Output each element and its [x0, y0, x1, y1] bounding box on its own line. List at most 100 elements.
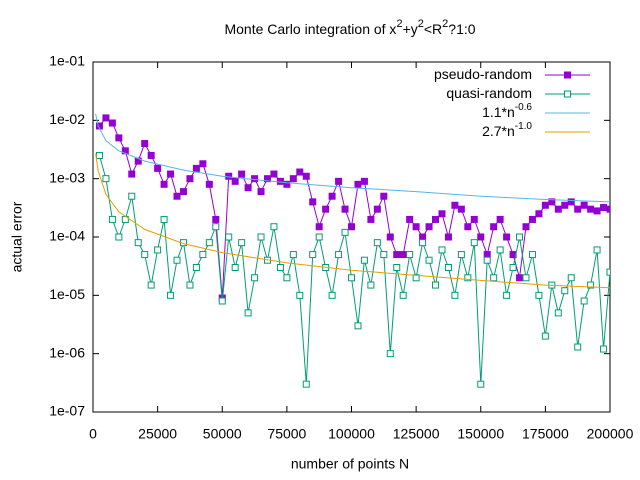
point [173, 192, 181, 200]
point [451, 291, 459, 299]
point [199, 160, 207, 168]
point [606, 268, 610, 276]
point [141, 251, 149, 259]
point [147, 151, 155, 159]
point [509, 264, 517, 272]
legend-label: pseudo-random [434, 66, 532, 82]
point [309, 198, 317, 206]
point [399, 291, 407, 299]
point [283, 274, 291, 282]
point [444, 264, 452, 272]
point [335, 177, 343, 185]
x-tick-label: 150000 [457, 426, 504, 442]
point [192, 164, 200, 172]
x-tick-label: 50000 [203, 426, 242, 442]
point [496, 215, 504, 223]
title-text: <R [424, 21, 442, 37]
point [154, 246, 162, 254]
point [490, 274, 498, 282]
point [341, 228, 349, 236]
title-superscript: 2 [442, 18, 448, 30]
point [238, 239, 246, 247]
point [432, 281, 440, 289]
point [503, 233, 511, 241]
point [496, 246, 504, 254]
point [528, 251, 536, 259]
point [289, 175, 297, 183]
y-tick-label: 1e-03 [49, 169, 85, 185]
point [554, 205, 562, 213]
point [225, 233, 233, 241]
x-axis-label: number of points N [291, 456, 409, 472]
point [419, 233, 427, 241]
point [535, 291, 543, 299]
point [270, 223, 278, 231]
point [600, 204, 608, 212]
point [574, 343, 582, 351]
point [470, 239, 478, 247]
point [354, 322, 362, 330]
point [464, 223, 472, 231]
point [548, 198, 556, 206]
point [367, 281, 375, 289]
point [341, 205, 349, 213]
x-tick-label: 200000 [587, 426, 634, 442]
legend-marker [564, 71, 571, 79]
point [587, 281, 595, 289]
plot-frame [92, 61, 611, 413]
point [115, 134, 123, 142]
point [477, 380, 485, 388]
point [102, 114, 110, 122]
point [373, 239, 381, 247]
legend-text: quasi-random [446, 85, 532, 101]
point [580, 297, 588, 305]
point [102, 175, 110, 183]
point [425, 256, 433, 264]
point [263, 175, 271, 183]
point [134, 239, 142, 247]
point [516, 233, 524, 241]
point [406, 251, 414, 259]
y-tick-label: 1e-01 [49, 53, 85, 69]
point [477, 233, 485, 241]
point [244, 309, 252, 317]
legend-text: 1.1*n [482, 104, 515, 120]
point [574, 205, 582, 213]
series [95, 153, 610, 289]
title-text: +y [403, 21, 418, 37]
point [95, 151, 103, 159]
title-superscript: 2 [396, 18, 402, 30]
point [244, 184, 252, 192]
legend-label: 2.7*n-1.0 [482, 121, 532, 139]
point [348, 223, 355, 231]
point [212, 223, 220, 231]
point [470, 215, 478, 223]
point [386, 233, 394, 241]
x-tick-label: 175000 [522, 426, 569, 442]
point [296, 168, 304, 176]
point [393, 264, 401, 272]
point [464, 274, 472, 282]
point [160, 180, 168, 188]
point [315, 223, 323, 231]
point [302, 380, 310, 388]
x-tick-label: 75000 [267, 426, 306, 442]
point [354, 180, 362, 188]
point [360, 256, 368, 264]
point [154, 164, 162, 172]
point [438, 210, 446, 218]
point [380, 251, 388, 259]
point [412, 274, 420, 282]
point [522, 223, 530, 231]
point [231, 177, 239, 185]
point [199, 251, 207, 259]
series-line [99, 155, 610, 385]
point [522, 274, 530, 282]
point [567, 274, 575, 282]
legend-superscript: -1.0 [515, 121, 533, 132]
point [457, 251, 465, 259]
point [561, 201, 569, 209]
point [302, 172, 310, 180]
point [205, 180, 213, 188]
